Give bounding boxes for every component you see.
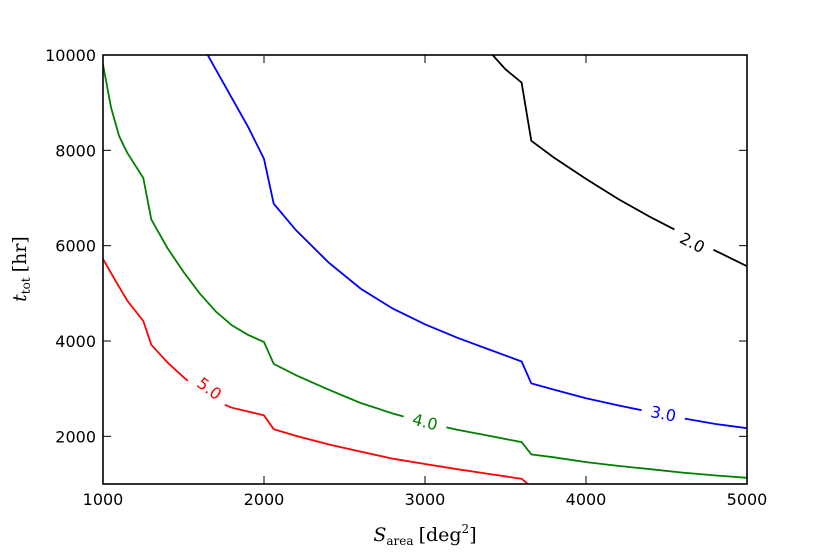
- contour-label-gap: [668, 223, 717, 262]
- x-tick-label: 5000: [727, 490, 768, 509]
- contour-label-group-4-0: 4.0: [401, 406, 449, 438]
- contour-label-group-3-0: 3.0: [639, 399, 687, 429]
- x-tick-label: 4000: [566, 490, 607, 509]
- x-tick-label: 1000: [83, 490, 124, 509]
- y-tick-label: 8000: [55, 141, 96, 160]
- x-tick-label: 2000: [244, 490, 285, 509]
- contour-line-4-0: [103, 64, 747, 479]
- y-tick-label: 2000: [55, 427, 96, 446]
- contour-line-5-0: [103, 258, 529, 484]
- x-axis-label: Sarea [deg2]: [373, 522, 476, 548]
- contour-label-group-5-0: 5.0: [185, 367, 233, 410]
- contour-label-gap: [401, 406, 449, 438]
- contour-label-group-2-0: 2.0: [668, 223, 717, 262]
- contour-label-gap: [185, 367, 233, 410]
- contour-label-3-0: 3.0: [649, 402, 678, 426]
- y-axis-label: ttot[hr]: [9, 236, 33, 302]
- y-tick-label: 10000: [45, 46, 96, 65]
- x-tick-label: 3000: [405, 490, 446, 509]
- y-tick-label: 4000: [55, 332, 96, 351]
- tick-layer: 1000 2000 3000 4000 5000 2000 4000 6000 8000 1000…: [45, 46, 767, 509]
- contour-label-4-0: 4.0: [410, 410, 439, 435]
- contour-line-3-0: [206, 55, 747, 430]
- contour-label-gap: [639, 399, 687, 429]
- contour-label-layer: 5.0 4.0 3.0 2.0: [185, 223, 717, 438]
- y-tick-label: 6000: [55, 237, 96, 256]
- contour-line-2-0: [491, 55, 747, 268]
